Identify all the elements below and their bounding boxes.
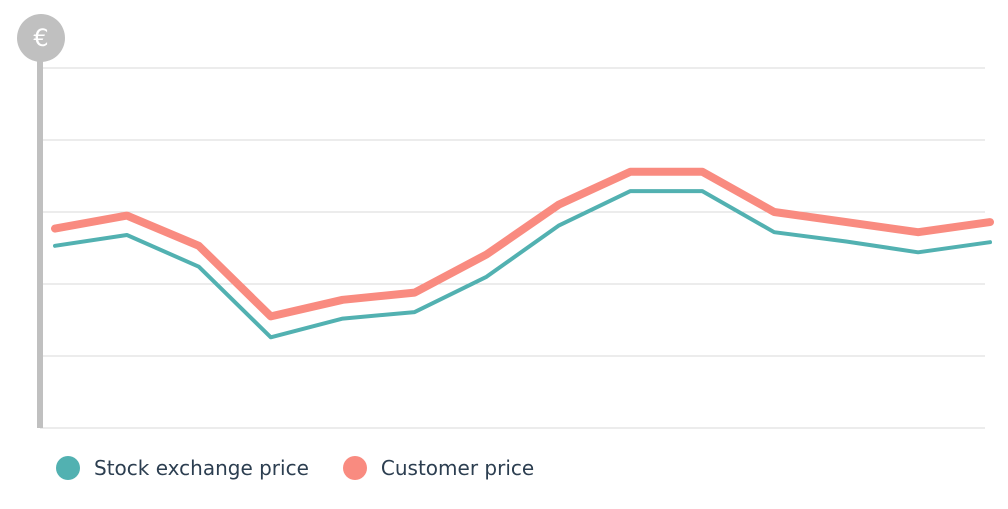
legend-dot-icon — [56, 456, 80, 480]
euro-badge-circle — [17, 14, 65, 62]
legend-label: Stock exchange price — [94, 456, 309, 480]
legend-item-stock-exchange-price: Stock exchange price — [56, 456, 309, 480]
euro-icon: € — [33, 24, 48, 52]
series-line-stock-exchange-price — [53, 189, 992, 340]
legend-item-customer-price: Customer price — [342, 456, 535, 480]
series-line-customer-price — [51, 167, 994, 321]
legend-dot-icon — [342, 456, 367, 480]
series-lines — [51, 167, 994, 340]
legend: Stock exchange price Customer price — [56, 456, 568, 480]
currency-badge: € — [17, 14, 65, 62]
legend-label: Customer price — [380, 456, 535, 480]
grid-lines — [40, 67, 985, 429]
